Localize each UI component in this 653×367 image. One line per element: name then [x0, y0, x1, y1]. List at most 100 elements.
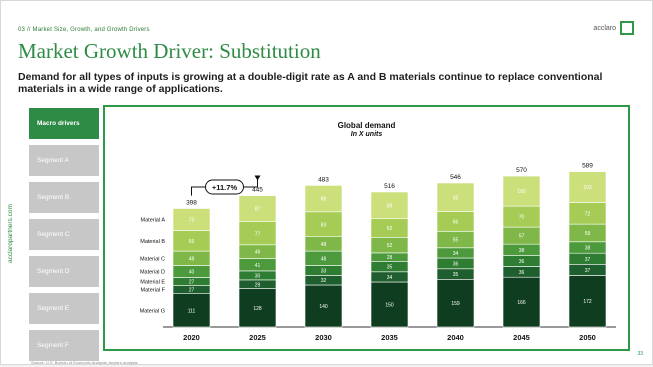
growth-badge — [205, 179, 244, 195]
data-label: 41 — [255, 263, 261, 269]
sidebar-item-label: Segment D — [37, 268, 70, 275]
sidebar-item-segment-b[interactable]: Segment B — [29, 182, 99, 213]
x-tick-label: 2050 — [579, 333, 596, 342]
legend-label: Material D — [140, 270, 165, 276]
logo-square-icon — [620, 21, 634, 35]
chart-panel: Global demand In X units 111 27 27 40 48 69 73… — [103, 105, 630, 351]
total-label: 570 — [516, 167, 527, 174]
sidebar-item-label: Segment C — [37, 231, 70, 238]
data-label: 33 — [321, 268, 327, 274]
data-label: 27 — [189, 280, 195, 286]
data-label: 77 — [255, 231, 261, 237]
data-label: 57 — [519, 234, 525, 240]
data-label: 83 — [321, 222, 327, 228]
data-label: 48 — [321, 242, 327, 248]
sidebar-item-segment-f[interactable]: Segment F — [29, 330, 99, 361]
sidebar-item-label: Macro drivers — [37, 120, 80, 127]
sidebar-item-segment-d[interactable]: Segment D — [29, 256, 99, 287]
data-label: 69 — [189, 239, 195, 245]
data-label: 88 — [321, 197, 327, 203]
sidebar-item-segment-e[interactable]: Segment E — [29, 293, 99, 324]
total-label: 398 — [186, 200, 197, 207]
data-label: 32 — [321, 278, 327, 284]
data-label: 36 — [519, 270, 525, 276]
sidebar-item-macro-drivers[interactable]: Macro drivers — [29, 108, 99, 139]
bar-segment — [370, 281, 409, 328]
data-label: 66 — [453, 219, 459, 225]
x-tick-label: 2030 — [315, 333, 332, 342]
bar-segment — [436, 182, 475, 212]
bar-segment — [172, 293, 211, 328]
data-label: 87 — [255, 207, 261, 213]
growth-label: +11.7% — [212, 183, 238, 192]
total-label: 546 — [450, 174, 461, 181]
data-label: 36 — [519, 259, 525, 265]
x-tick-label: 2020 — [183, 333, 200, 342]
x-tick-label: 2025 — [249, 333, 266, 342]
data-label: 38 — [585, 246, 591, 252]
data-label: 38 — [519, 248, 525, 254]
data-label: 28 — [387, 255, 393, 261]
bar-segment — [304, 284, 343, 328]
data-label: 27 — [189, 288, 195, 294]
website-url: acclaropartners.com — [7, 204, 14, 263]
legend-label: Material G — [140, 308, 165, 314]
bar-segment — [502, 175, 541, 207]
total-label: 589 — [582, 163, 593, 170]
data-label: 52 — [387, 243, 393, 249]
sidebar-item-segment-c[interactable]: Segment C — [29, 219, 99, 250]
chart-unit: In X units — [350, 131, 383, 138]
data-label: 48 — [189, 256, 195, 262]
data-label: 95 — [453, 195, 459, 201]
total-label: 483 — [318, 176, 329, 183]
bar-segment — [238, 288, 277, 328]
data-label: 37 — [585, 268, 591, 274]
bar-segment — [502, 276, 541, 328]
data-label: 128 — [253, 306, 262, 312]
data-label: 40 — [189, 270, 195, 276]
data-label: 46 — [255, 250, 261, 256]
data-label: 159 — [451, 301, 460, 307]
data-label: 62 — [387, 226, 393, 232]
source-note: Source: U.S. Bureau of Economic Analysis… — [31, 360, 138, 365]
data-label: 140 — [319, 304, 328, 310]
data-label: 73 — [189, 217, 195, 223]
breadcrumb: 03 // Market Size, Growth, and Growth Dr… — [18, 27, 150, 33]
data-label: 36 — [453, 261, 459, 267]
legend-label: Material F — [141, 288, 166, 294]
data-label: 48 — [321, 256, 327, 262]
data-label: 35 — [453, 272, 459, 278]
bar-segment — [568, 275, 607, 328]
stacked-bar-chart: 111 27 27 40 48 69 73 398 2020 128 29 30 41 46 77 87 445… — [140, 163, 616, 342]
bar-segment — [172, 208, 211, 231]
chart-title: Global demand — [337, 121, 396, 130]
data-label: 30 — [255, 273, 261, 279]
bar-segment — [304, 211, 343, 238]
bar-segment — [436, 279, 475, 328]
page-number: 33 — [637, 351, 643, 357]
bar-segment — [370, 191, 409, 220]
data-label: 29 — [255, 282, 261, 288]
data-label: 59 — [585, 231, 591, 237]
legend-label: Material C — [140, 256, 165, 262]
sidebar-item-label: Segment B — [37, 194, 70, 201]
data-label: 166 — [517, 300, 526, 306]
sidebar-item-label: Segment A — [37, 157, 69, 164]
data-label: 70 — [519, 215, 525, 221]
data-label: 34 — [387, 275, 393, 281]
logo: acclaro — [593, 21, 634, 35]
legend-label: Material B — [140, 239, 165, 245]
data-label: 111 — [188, 308, 196, 314]
sidebar-item-segment-a[interactable]: Segment A — [29, 145, 99, 176]
bar-segment — [304, 185, 343, 213]
x-tick-label: 2040 — [447, 333, 464, 342]
total-label: 516 — [384, 183, 395, 190]
legend-label: Material A — [141, 217, 166, 223]
x-tick-label: 2045 — [513, 333, 530, 342]
total-label: 445 — [252, 187, 263, 194]
sidebar-item-label: Segment E — [37, 305, 70, 312]
data-label: 172 — [583, 299, 592, 305]
legend-label: Material E — [140, 280, 165, 286]
data-label: 89 — [387, 203, 393, 209]
logo-text: acclaro — [593, 24, 616, 32]
